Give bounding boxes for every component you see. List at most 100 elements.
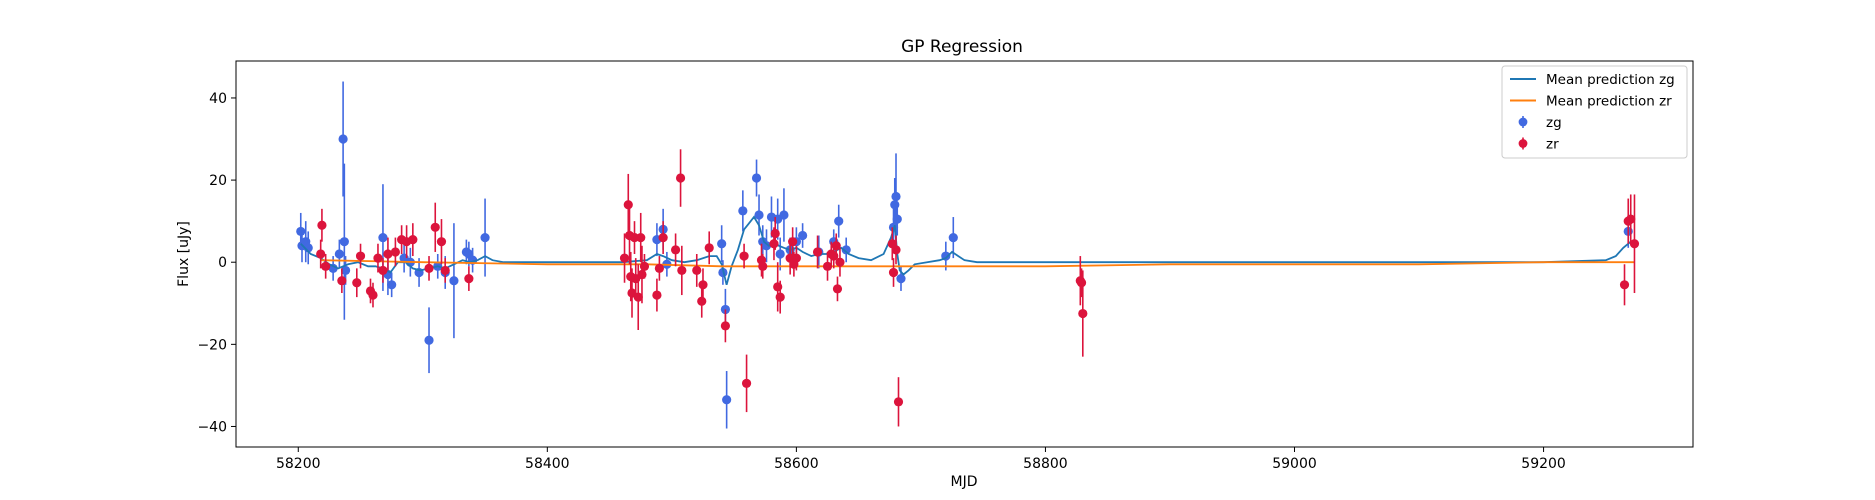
zg-point: [717, 239, 727, 249]
legend: Mean prediction zg Mean prediction zr zg zr: [1501, 65, 1688, 159]
zr-point: [893, 397, 904, 407]
zr-point: [352, 278, 362, 288]
zr-point: [891, 245, 901, 255]
zr-point: [440, 265, 450, 276]
zr-point: [704, 243, 714, 253]
zg-point: [378, 232, 388, 243]
legend-label: zr: [1546, 137, 1559, 153]
zg-point: [338, 134, 348, 144]
zr-point: [1629, 239, 1640, 249]
zr-point: [769, 239, 779, 249]
zr-point: [770, 228, 780, 239]
zr-point: [424, 263, 434, 273]
zr-point: [739, 251, 749, 261]
zr-point: [812, 247, 823, 257]
zr-point: [383, 249, 393, 259]
zg-point: [296, 226, 306, 237]
zr-point: [658, 232, 668, 243]
zg-point: [948, 232, 958, 243]
y-axis-label: Flux [uJy]: [176, 221, 192, 287]
legend-swatch: [1518, 139, 1528, 148]
zr-point: [654, 263, 665, 273]
x-tick-label: 58800: [1023, 456, 1068, 472]
zr-point: [677, 265, 687, 276]
zr-point: [835, 257, 845, 267]
y-tick-label: 20: [209, 173, 227, 189]
zg-point: [834, 216, 844, 226]
zr-point: [652, 290, 662, 300]
zr-point: [791, 253, 801, 263]
zg-point: [775, 249, 785, 259]
plot-area: [296, 81, 1640, 429]
zr-point: [408, 235, 418, 245]
zr-point: [692, 265, 702, 276]
zr-point: [430, 222, 440, 232]
y-tick-label: −20: [197, 337, 227, 353]
zr-point: [633, 292, 643, 302]
zg-point: [449, 276, 459, 286]
zr-point: [1626, 214, 1636, 224]
line-mean-prediction-zg: [300, 215, 1632, 286]
zr-point: [670, 245, 681, 255]
zg-point: [328, 263, 338, 273]
zr-point: [368, 290, 378, 300]
x-axis: 58200 58400 58600 58800 59000 59200: [276, 447, 1566, 472]
zg-point: [424, 335, 434, 345]
legend-label: Mean prediction zg: [1546, 72, 1675, 88]
zg-point: [339, 237, 349, 247]
zg-point: [334, 249, 344, 259]
zr-point: [378, 265, 388, 276]
zr-point: [373, 253, 383, 263]
y-tick-label: 40: [209, 91, 227, 107]
zr-point: [675, 173, 686, 183]
zr-point: [317, 220, 327, 230]
legend-box: [1501, 65, 1688, 159]
x-tick-label: 59200: [1521, 456, 1566, 472]
y-tick-label: 0: [218, 255, 227, 271]
zr-point: [636, 232, 646, 243]
chart-title: GP Regression: [901, 37, 1023, 57]
zg-point: [738, 206, 748, 216]
zr-point: [639, 261, 650, 271]
zr-point: [1076, 278, 1087, 288]
zg-point: [891, 191, 901, 202]
zr-point: [888, 267, 899, 278]
legend-swatch: [1518, 117, 1528, 127]
zr-point: [619, 253, 630, 263]
zg-point: [480, 232, 490, 243]
zr-point: [1619, 280, 1630, 290]
legend-label: zg: [1546, 115, 1562, 131]
zr-point: [775, 292, 785, 302]
zr-point: [321, 261, 331, 271]
x-axis-label: MJD: [951, 474, 978, 490]
zr-point: [1078, 308, 1088, 319]
zg-point: [892, 214, 902, 224]
zr-point: [822, 261, 833, 271]
zr-point: [355, 251, 366, 261]
zg-point: [779, 210, 789, 220]
zr-point: [623, 200, 633, 210]
zg-point: [896, 274, 906, 284]
series-zr: [316, 149, 1640, 427]
zg-point: [754, 210, 764, 220]
x-tick-label: 58600: [774, 456, 819, 472]
zg-point: [751, 173, 762, 183]
x-tick-label: 59000: [1272, 456, 1317, 472]
zr-point: [436, 237, 447, 247]
zg-point: [798, 230, 808, 241]
zr-point: [788, 237, 798, 247]
line-mean-prediction-zr: [320, 259, 1635, 268]
zr-point: [337, 276, 347, 286]
zg-point: [722, 395, 732, 405]
zr-point: [316, 249, 326, 259]
y-tick-label: −40: [197, 419, 227, 435]
zr-point: [697, 296, 707, 306]
legend-label: Mean prediction zr: [1546, 94, 1672, 110]
x-tick-label: 58400: [525, 456, 570, 472]
zr-point: [390, 247, 400, 257]
zr-point: [832, 284, 843, 294]
zr-point: [720, 321, 731, 331]
zr-point: [464, 274, 474, 284]
x-tick-label: 58200: [276, 456, 321, 472]
zg-point: [387, 280, 397, 290]
